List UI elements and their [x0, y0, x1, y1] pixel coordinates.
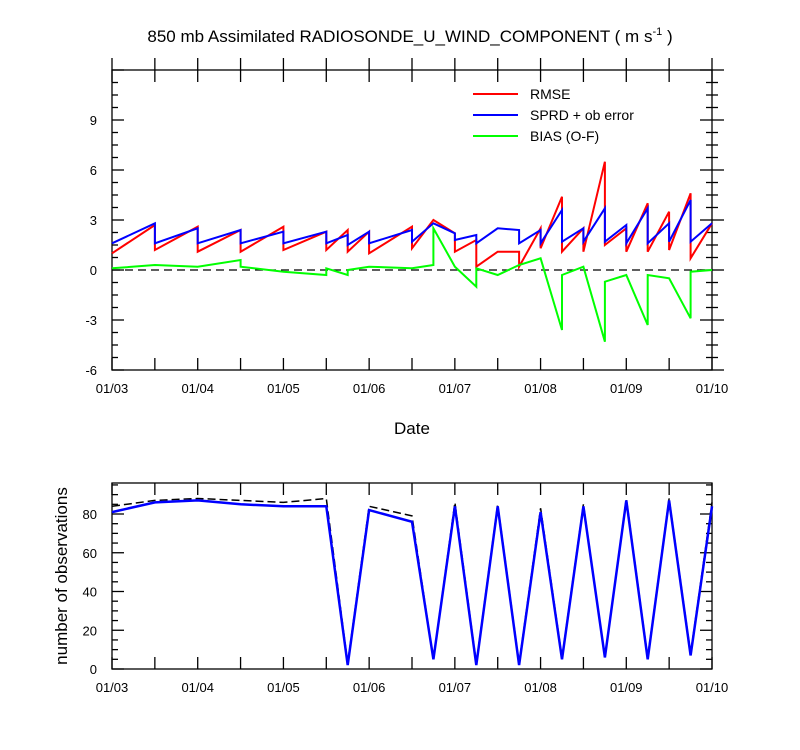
bottom-panel: 0 20 40 60 80 01/03 01/04 01/05 01/06 01/07 01/08…: [52, 482, 729, 695]
bottom-x-tick-label: 01/07: [439, 680, 472, 695]
bottom-x-tick-label: 01/03: [96, 680, 129, 695]
chart-title-end: ): [662, 27, 672, 46]
legend: RMSE SPRD + ob error BIAS (O-F): [473, 86, 634, 144]
bottom-y-tick-label: 20: [83, 623, 97, 638]
bottom-x-tick-label: 01/04: [181, 680, 214, 695]
bottom-x-tick-labels: 01/03 01/04 01/05 01/06 01/07 01/08 01/09 01/10: [96, 680, 729, 695]
series-line-bias-o-f: [111, 224, 713, 342]
top-y-tick-label: 3: [90, 213, 97, 228]
top-x-tick-label: 01/08: [524, 381, 557, 396]
series-line-bottom-solid-1: [111, 499, 714, 666]
bottom-x-tick-label: 01/08: [524, 680, 557, 695]
top-x-tick-labels: 01/03 01/04 01/05 01/06 01/07 01/08 01/09 01/10: [96, 381, 729, 396]
chart-title-main: 850 mb Assimilated RADIOSONDE_U_WIND_COM…: [147, 27, 652, 46]
legend-label-sprd-ob-error: SPRD + ob error: [530, 107, 634, 123]
top-y-tick-label: 6: [90, 163, 97, 178]
top-y-tick-label: -3: [85, 313, 97, 328]
series-line-rmse: [111, 161, 713, 271]
top-y-tick-labels: -6 -3 0 3 6 9: [85, 113, 97, 378]
top-x-tick-label: 01/04: [181, 381, 214, 396]
bottom-x-tick-label: 01/10: [696, 680, 729, 695]
top-x-tick-label: 01/05: [267, 381, 300, 396]
top-series: [111, 161, 713, 342]
bottom-series: [111, 497, 714, 666]
bottom-plot-frame: [111, 482, 713, 670]
top-x-tick-label: 01/06: [353, 381, 386, 396]
bottom-x-tick-label: 01/06: [353, 680, 386, 695]
bottom-y-tick-label: 40: [83, 585, 97, 600]
top-x-tick-label: 01/10: [696, 381, 729, 396]
top-x-tick-label: 01/09: [610, 381, 643, 396]
top-y-tick-label: -6: [85, 363, 97, 378]
bottom-y-tick-label: 80: [83, 507, 97, 522]
x-axis-title: Date: [394, 419, 430, 438]
legend-label-bias-o-f: BIAS (O-F): [530, 128, 599, 144]
bottom-x-tick-label: 01/05: [267, 680, 300, 695]
legend-label-rmse: RMSE: [530, 86, 570, 102]
chart-title: 850 mb Assimilated RADIOSONDE_U_WIND_COM…: [147, 26, 672, 46]
top-y-tick-label: 9: [90, 113, 97, 128]
top-x-tick-label: 01/07: [439, 381, 472, 396]
series-line-sprd-ob-error: [111, 199, 713, 247]
bottom-y-tick-label: 0: [90, 662, 97, 677]
top-ticks: [111, 58, 724, 371]
bottom-y-tick-label: 60: [83, 546, 97, 561]
bottom-y-tick-labels: 0 20 40 60 80: [83, 507, 97, 677]
chart-title-superscript: -1: [652, 26, 662, 38]
top-y-tick-label: 0: [90, 263, 97, 278]
bottom-x-tick-label: 01/09: [610, 680, 643, 695]
top-x-tick-label: 01/03: [96, 381, 129, 396]
y-axis-title: number of observations: [52, 487, 71, 665]
bottom-ticks: [111, 483, 713, 670]
